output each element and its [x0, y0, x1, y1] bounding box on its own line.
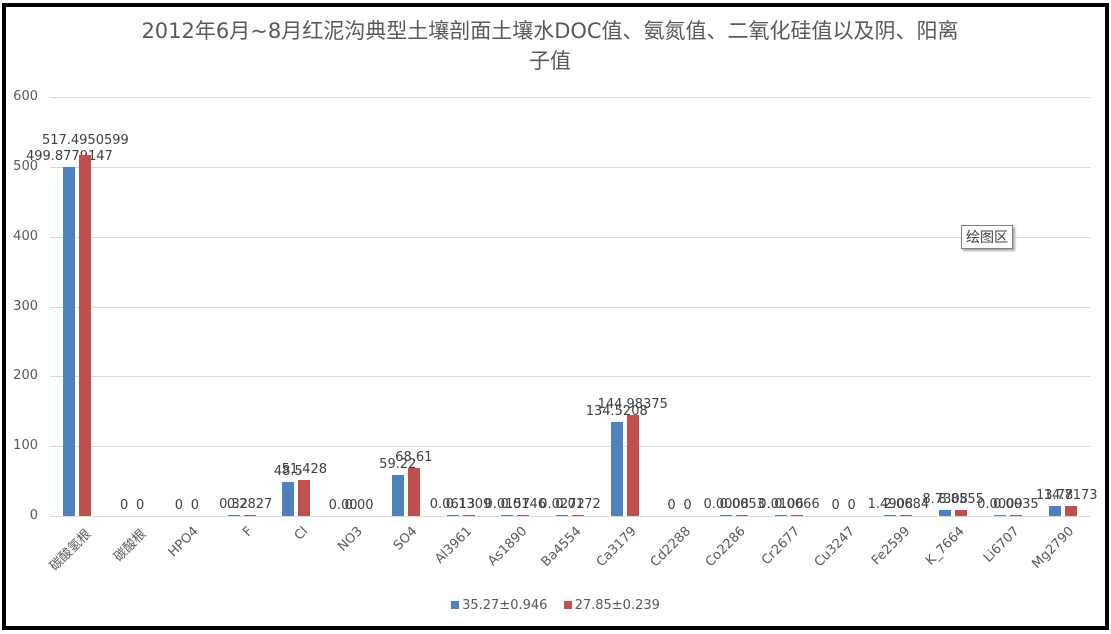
y-tick-label: 600 — [13, 89, 38, 104]
data-label: 0 — [119, 498, 129, 513]
bar[interactable] — [774, 515, 787, 516]
bar[interactable] — [391, 474, 404, 516]
data-label: 0.0157 — [484, 497, 531, 512]
y-tick-label: 0 — [29, 508, 38, 523]
bar[interactable] — [446, 515, 459, 516]
y-tick-label: 400 — [13, 228, 38, 244]
y-tick-label: 300 — [13, 298, 38, 314]
data-label: 0.1309 — [445, 497, 492, 512]
legend-swatch-blue — [451, 601, 460, 609]
gridline — [50, 236, 1090, 238]
data-label: 0.0066 — [774, 497, 820, 512]
data-label: 0.00 — [328, 498, 358, 513]
bar[interactable] — [1048, 506, 1061, 516]
bar[interactable] — [462, 515, 475, 516]
data-label: 0.0146 — [500, 497, 547, 512]
data-label: 517.4950599 — [41, 132, 129, 148]
y-tick-label: 100 — [13, 438, 38, 454]
bar[interactable] — [79, 154, 92, 516]
bar[interactable] — [720, 515, 733, 516]
gridline — [50, 97, 1090, 98]
data-label: 0 — [174, 498, 183, 513]
bar[interactable] — [517, 515, 530, 516]
title-line-2: 子值 — [529, 49, 571, 73]
bar[interactable] — [900, 514, 913, 516]
y-tick-label: 500 — [13, 158, 38, 174]
data-label: 14.7173 — [1043, 487, 1098, 503]
plot-area-tooltip: 绘图区 — [961, 225, 1013, 249]
gridline — [50, 166, 1090, 168]
bar[interactable] — [939, 509, 952, 516]
data-label: 0.0613 — [429, 497, 476, 512]
data-label: 0.00 — [344, 498, 374, 513]
data-label: 0.0035 — [993, 497, 1039, 512]
data-label: 0.32 — [219, 497, 249, 512]
data-label: 0.0172 — [555, 497, 601, 512]
bar[interactable] — [993, 515, 1006, 516]
data-label: 0.2827 — [226, 497, 273, 512]
bar[interactable] — [282, 482, 295, 516]
legend-label: 35.27±0.946 — [462, 598, 548, 613]
bar[interactable] — [572, 515, 584, 516]
data-label: 0.0053 — [719, 497, 765, 512]
legend-label: 27.85±0.239 — [574, 598, 660, 613]
bar[interactable] — [243, 515, 256, 516]
data-label: 0 — [831, 498, 840, 513]
bar[interactable] — [610, 422, 623, 516]
bar[interactable] — [736, 515, 749, 516]
bar[interactable] — [407, 468, 420, 516]
data-label: 0 — [847, 498, 856, 513]
gridline — [50, 446, 1090, 448]
data-label: 8.7308 — [922, 491, 968, 507]
chart-frame — [2, 3, 1109, 630]
bar[interactable] — [790, 515, 803, 516]
data-label: 0 — [135, 498, 145, 513]
data-label: 48.5 — [273, 464, 303, 480]
chart-title: 2012年6月~8月红泥沟典型土壤剖面土壤水DOC值、氨氮值、二氧化硅值以及阴、… — [100, 16, 1000, 76]
data-label: 0.0009 — [977, 497, 1023, 512]
gridline — [50, 376, 1090, 378]
legend-swatch-red — [563, 601, 572, 609]
data-label: 0 — [683, 498, 692, 513]
data-label: 144.98375 — [597, 396, 668, 412]
bar[interactable] — [1009, 515, 1022, 516]
data-label: 0.0008 — [703, 497, 749, 512]
data-label: 0.0106 — [758, 497, 804, 512]
data-label: 68.61 — [395, 450, 433, 466]
data-label: 8.8555 — [938, 491, 984, 507]
data-label: 1.4908 — [867, 496, 914, 512]
bar[interactable] — [298, 480, 311, 516]
bar[interactable] — [884, 514, 897, 516]
data-label: 0.0272 — [539, 497, 585, 512]
title-line-1: 2012年6月~8月红泥沟典型土壤剖面土壤水DOC值、氨氮值、二氧化硅值以及阴、… — [141, 19, 959, 43]
data-label: 0 — [190, 498, 199, 513]
data-label: 51.428 — [281, 462, 328, 478]
bar[interactable] — [63, 166, 76, 516]
bar[interactable] — [1064, 505, 1077, 516]
legend-item-series-2[interactable]: 27.85±0.239 — [563, 598, 660, 613]
bar[interactable] — [556, 515, 568, 516]
gridline — [50, 306, 1090, 308]
data-label: 0 — [667, 498, 676, 513]
bar[interactable] — [955, 509, 968, 516]
data-label: 499.8779147 — [25, 148, 113, 164]
data-label: 13.78 — [1036, 488, 1074, 504]
y-tick-label: 200 — [13, 368, 38, 384]
legend-item-series-1[interactable]: 35.27±0.946 — [451, 598, 547, 613]
bar[interactable] — [626, 414, 639, 516]
data-label: 59.22 — [379, 456, 417, 472]
gridline — [50, 516, 1090, 517]
bar[interactable] — [227, 515, 240, 516]
bar[interactable] — [501, 515, 514, 516]
legend: 35.27±0.946 27.85±0.239 — [0, 598, 1111, 613]
data-label: 2.0684 — [883, 496, 930, 512]
